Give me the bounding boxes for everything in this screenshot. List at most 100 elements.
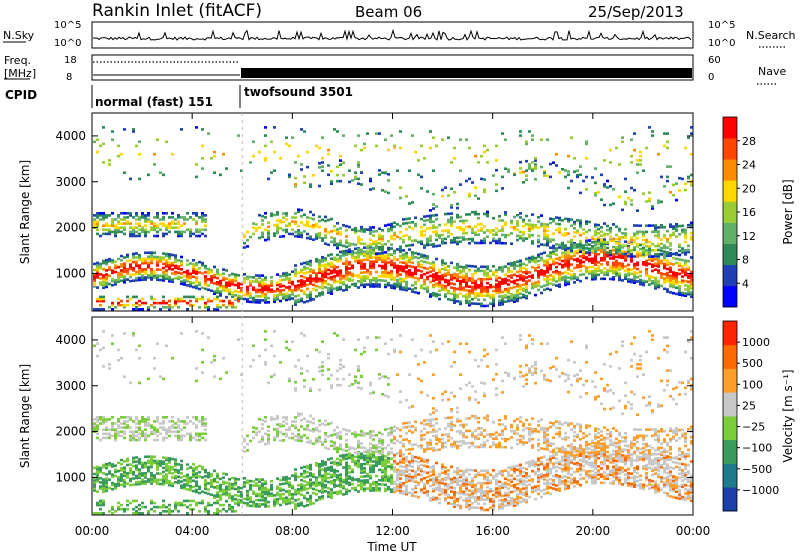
power-cell bbox=[204, 271, 207, 274]
velocity-cell bbox=[159, 375, 162, 378]
velocity-cell bbox=[195, 380, 198, 383]
power-cell bbox=[168, 261, 171, 264]
power-cell bbox=[435, 145, 438, 148]
velocity-cell bbox=[204, 475, 207, 478]
power-cell bbox=[444, 229, 447, 232]
power-cell bbox=[453, 273, 456, 276]
velocity-cell bbox=[327, 378, 330, 381]
velocity-cell bbox=[129, 463, 132, 466]
power-cell bbox=[261, 279, 264, 282]
power-cell bbox=[684, 259, 687, 262]
power-cell bbox=[657, 199, 660, 202]
power-cell bbox=[435, 239, 438, 242]
power-cell bbox=[168, 253, 171, 256]
power-cell bbox=[456, 241, 459, 244]
velocity-cell bbox=[171, 482, 174, 485]
power-cell bbox=[675, 258, 678, 261]
velocity-cell bbox=[303, 476, 306, 479]
power-cell bbox=[336, 166, 339, 169]
power-cell bbox=[486, 265, 489, 268]
power-cell bbox=[492, 286, 495, 289]
velocity-cell bbox=[282, 497, 285, 500]
power-cell bbox=[561, 234, 564, 237]
power-cell bbox=[609, 149, 612, 152]
power-cell bbox=[273, 151, 276, 154]
power-cell bbox=[189, 273, 192, 276]
power-cell bbox=[675, 272, 678, 275]
power-cell bbox=[165, 269, 168, 272]
power-cell bbox=[264, 216, 267, 219]
velocity-cell bbox=[153, 367, 156, 370]
power-cell bbox=[639, 231, 642, 234]
velocity-cell bbox=[336, 484, 339, 487]
power-cell bbox=[180, 256, 183, 259]
power-cell bbox=[588, 239, 591, 242]
power-cell bbox=[525, 174, 528, 177]
power-cell bbox=[528, 223, 531, 226]
power-cell bbox=[345, 284, 348, 287]
power-cell bbox=[222, 300, 225, 303]
power-cell bbox=[678, 281, 681, 284]
power-cell bbox=[456, 300, 459, 303]
power-cell bbox=[522, 283, 525, 286]
power-cell bbox=[669, 191, 672, 194]
power-cell bbox=[156, 235, 159, 238]
power-cell bbox=[378, 279, 381, 282]
power-cell bbox=[345, 250, 348, 253]
velocity-cell bbox=[177, 475, 180, 478]
velocity-cell bbox=[204, 422, 207, 425]
velocity-cell bbox=[171, 510, 174, 513]
power-cell bbox=[564, 228, 567, 231]
power-cell bbox=[327, 219, 330, 222]
velocity-cell bbox=[177, 480, 180, 483]
power-cell bbox=[591, 245, 594, 248]
power-cell bbox=[282, 235, 285, 238]
power-cell bbox=[363, 246, 366, 249]
power-cell bbox=[138, 216, 141, 219]
power-cell bbox=[285, 229, 288, 232]
power-cell bbox=[129, 259, 132, 262]
velocity-cell bbox=[279, 361, 282, 364]
power-cell bbox=[414, 256, 417, 259]
power-cell bbox=[300, 279, 303, 282]
power-cell bbox=[621, 136, 624, 139]
power-cell bbox=[153, 306, 156, 309]
velocity-cell bbox=[171, 458, 174, 461]
velocity-cell bbox=[312, 502, 315, 505]
power-cell bbox=[363, 284, 366, 287]
velocity-cell bbox=[324, 432, 327, 435]
power-cell bbox=[285, 218, 288, 221]
power-cell bbox=[606, 225, 609, 228]
power-cell bbox=[120, 280, 123, 283]
velocity-cell bbox=[321, 460, 324, 463]
power-cell bbox=[294, 268, 297, 271]
power-cell bbox=[438, 224, 441, 227]
power-cell bbox=[126, 300, 129, 303]
power-cell bbox=[483, 278, 486, 281]
power-cell bbox=[327, 231, 330, 234]
power-cell bbox=[201, 229, 204, 232]
power-cell bbox=[339, 227, 342, 230]
velocity-cell bbox=[165, 437, 168, 440]
velocity-cell bbox=[129, 467, 132, 470]
velocity-cell bbox=[144, 433, 147, 436]
velocity-cell bbox=[330, 474, 333, 477]
power-cell bbox=[495, 275, 498, 278]
power-cell bbox=[666, 251, 669, 254]
velocity-cell bbox=[129, 484, 132, 487]
power-cell bbox=[615, 225, 618, 228]
power-cell bbox=[486, 149, 489, 152]
power-cell bbox=[624, 228, 627, 231]
power-cell bbox=[543, 174, 546, 177]
power-cell bbox=[177, 265, 180, 268]
power-cell bbox=[597, 247, 600, 250]
power-cell bbox=[171, 254, 174, 257]
velocity-cell bbox=[318, 463, 321, 466]
velocity-cell bbox=[288, 481, 291, 484]
velocity-cell bbox=[195, 480, 198, 483]
power-cell bbox=[606, 186, 609, 189]
power-cell bbox=[186, 270, 189, 273]
power-cell bbox=[552, 271, 555, 274]
velocity-cell bbox=[198, 420, 201, 423]
power-cell bbox=[99, 273, 102, 276]
